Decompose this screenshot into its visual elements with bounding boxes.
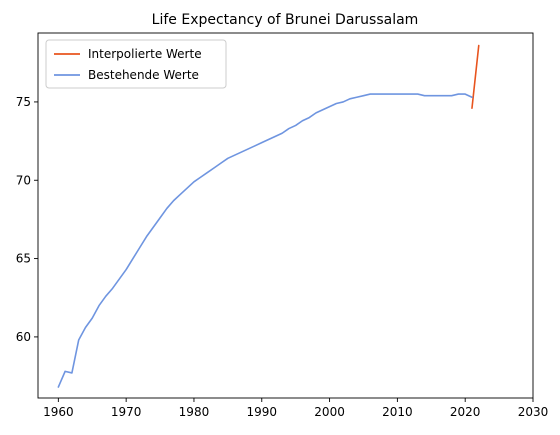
x-tick-label: 2000 (314, 405, 345, 419)
x-tick-label: 1980 (179, 405, 210, 419)
series-line-existing (57, 93, 473, 388)
x-tick-label: 1970 (111, 405, 142, 419)
x-tick-label: 2020 (450, 405, 481, 419)
x-tick-label: 1960 (43, 405, 74, 419)
legend: Interpolierte Werte Bestehende Werte (45, 39, 227, 89)
axes-frame (37, 32, 534, 399)
x-tick-label: 2010 (382, 405, 413, 419)
y-tick-label: 75 (16, 95, 31, 109)
chart-title: Life Expectancy of Brunei Darussalam (152, 12, 419, 28)
series-line-interpolated (471, 44, 480, 109)
legend-box (45, 39, 227, 89)
y-tick-label: 60 (16, 330, 31, 344)
legend-label: Bestehende Werte (88, 68, 199, 82)
y-tick-label: 70 (16, 173, 31, 187)
x-tick-label: 2030 (518, 405, 549, 419)
axes: 1960 1970 1980 1990 2000 2010 2020 2030 60 65 70 75 (16, 32, 549, 419)
plot-area (57, 44, 480, 388)
x-tick-label: 1990 (246, 405, 277, 419)
legend-label: Interpolierte Werte (88, 47, 202, 61)
y-tick-label: 65 (16, 252, 31, 266)
